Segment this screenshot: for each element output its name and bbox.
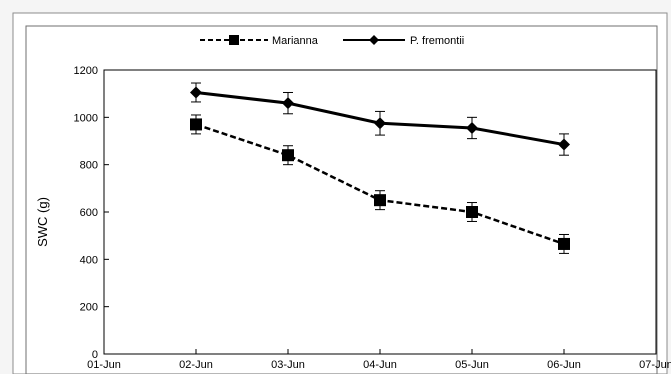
chart-inner-border [25,25,658,374]
y-tick-label-6: 1200 [74,65,98,77]
x-tick-label-6: 07-Jun [639,359,671,371]
legend: Marianna P. fremontii [200,35,464,47]
point-1-1 [282,97,294,110]
legend-label-fremontii: P. fremontii [410,35,464,47]
point-0-3 [466,206,478,218]
point-1-4 [558,138,570,151]
x-tick-label-4: 05-Jun [455,359,489,371]
y-tick-label-1: 200 [80,302,98,314]
point-0-4 [558,237,570,250]
point-0-1 [282,149,294,162]
y-axis: 0 200 400 600 800 1000 1200 [74,65,109,361]
legend-marker-marianna [229,35,239,45]
series-layer [190,82,570,254]
x-tick-label-5: 06-Jun [547,359,581,371]
point-1-3 [466,121,478,134]
y-tick-label-3: 600 [80,207,98,219]
legend-marker-fremontii [369,35,379,45]
series-1 [190,82,570,156]
x-tick-label-3: 04-Jun [363,359,397,371]
y-tick-label-5: 1000 [74,112,98,124]
y-axis-title: SWC (g) [35,197,50,247]
y-tick-label-2: 400 [80,254,98,266]
x-tick-label-2: 03-Jun [271,359,305,371]
point-1-2 [374,117,386,130]
series-0 [190,114,570,254]
y-tick-label-0: 0 [92,349,98,361]
x-tick-label-1: 02-Jun [179,359,213,371]
y-tick-label-4: 800 [80,160,98,172]
x-axis: 01-Jun 02-Jun 03-Jun 04-Jun 05-Jun 06-Jun 07-J… [87,349,671,371]
x-tick-label-0: 01-Jun [87,359,121,371]
point-1-0 [190,86,202,99]
point-0-2 [374,194,386,207]
point-0-0 [190,118,202,131]
legend-label-marianna: Marianna [272,35,319,47]
